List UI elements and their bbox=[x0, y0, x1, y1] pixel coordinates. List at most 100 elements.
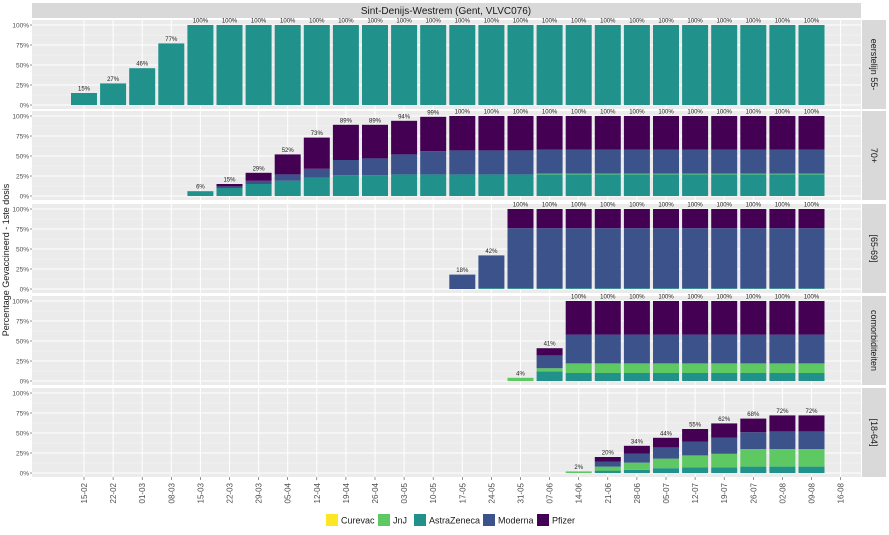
bar-value-label: 18% bbox=[456, 268, 469, 274]
bar-value-label: 100% bbox=[775, 110, 791, 116]
bar-segment-moderna bbox=[711, 149, 738, 174]
bar-value-label: 100% bbox=[687, 110, 703, 116]
bar-segment-pfizer bbox=[798, 116, 825, 150]
x-tick-label: 08-03 bbox=[167, 482, 176, 503]
bar-segment-jnj bbox=[536, 173, 563, 175]
bar-segment-astrazeneca bbox=[391, 174, 418, 196]
bar-segment-moderna bbox=[536, 228, 563, 289]
bar-segment-jnj bbox=[798, 363, 825, 373]
bar-segment-astrazeneca bbox=[769, 373, 796, 381]
bar-value-label: 100% bbox=[571, 295, 587, 301]
bar-segment-astrazeneca bbox=[565, 373, 592, 381]
bar-value-label: 73% bbox=[311, 131, 324, 137]
bar-segment-moderna bbox=[740, 149, 767, 174]
bar-segment-jnj bbox=[653, 363, 679, 373]
bar-segment-moderna bbox=[594, 334, 621, 364]
x-tick-label: 21-06 bbox=[604, 482, 613, 503]
bar-segment-astrazeneca bbox=[449, 174, 476, 196]
bar-segment-moderna bbox=[565, 228, 592, 289]
bar-value-label: 72% bbox=[805, 409, 818, 415]
bar-segment-pfizer bbox=[740, 116, 767, 150]
bar-segment-astrazeneca bbox=[245, 184, 272, 196]
bar-value-label: 100% bbox=[687, 203, 703, 209]
y-tick-label: 50% bbox=[16, 431, 29, 438]
bar-segment-astrazeneca bbox=[274, 180, 301, 196]
bar-segment-pfizer bbox=[653, 301, 679, 335]
bar-segment-jnj bbox=[594, 466, 621, 471]
bar-value-label: 100% bbox=[687, 295, 703, 301]
bar-segment-jnj bbox=[565, 173, 592, 175]
bar-segment-moderna bbox=[565, 149, 592, 174]
bar-segment-astrazeneca bbox=[682, 288, 709, 289]
bar-segment-moderna bbox=[303, 168, 330, 178]
bar-segment-pfizer bbox=[594, 209, 621, 229]
bar-value-label: 100% bbox=[629, 203, 645, 209]
bar-segment-astrazeneca bbox=[653, 25, 679, 105]
y-tick-label: 75% bbox=[16, 227, 29, 234]
bar-value-label: 99% bbox=[427, 110, 440, 116]
bar-segment-jnj bbox=[594, 173, 621, 175]
bar-segment-jnj bbox=[682, 173, 709, 175]
bar-segment-pfizer bbox=[769, 415, 796, 432]
y-tick-label: 100% bbox=[12, 207, 29, 214]
bar-segment-pfizer bbox=[565, 209, 592, 229]
x-tick-label: 22-03 bbox=[226, 482, 235, 503]
bar-segment-astrazeneca bbox=[187, 25, 214, 105]
bar-segment-astrazeneca bbox=[391, 25, 418, 105]
bar-segment-pfizer bbox=[740, 418, 767, 433]
bar-segment-astrazeneca bbox=[100, 83, 127, 105]
bar-value-label: 6% bbox=[196, 185, 205, 191]
bar-segment-astrazeneca bbox=[274, 25, 301, 105]
bar-segment-astrazeneca bbox=[682, 373, 709, 381]
bar-segment-moderna bbox=[507, 228, 534, 289]
bar-segment-moderna bbox=[565, 334, 592, 364]
legend-label: JnJ bbox=[393, 516, 407, 526]
bar-segment-jnj bbox=[682, 363, 709, 373]
bar-segment-pfizer bbox=[565, 116, 592, 150]
bar-value-label: 29% bbox=[253, 166, 266, 172]
bar-segment-jnj bbox=[565, 471, 592, 473]
bar-segment-pfizer bbox=[245, 172, 272, 181]
bar-segment-astrazeneca bbox=[682, 467, 709, 473]
bar-value-label: 100% bbox=[600, 110, 616, 116]
bar-segment-astrazeneca bbox=[303, 25, 330, 105]
bar-segment-moderna bbox=[478, 255, 505, 289]
bar-segment-astrazeneca bbox=[449, 25, 476, 105]
bar-value-label: 100% bbox=[804, 110, 820, 116]
x-tick-label: 22-02 bbox=[109, 482, 118, 503]
bar-segment-jnj bbox=[653, 173, 679, 175]
bar-value-label: 89% bbox=[340, 118, 353, 124]
bar-segment-astrazeneca bbox=[507, 174, 534, 196]
y-tick-label: 75% bbox=[16, 411, 29, 418]
bar-value-label: 100% bbox=[513, 110, 529, 116]
y-tick-label: 75% bbox=[16, 319, 29, 326]
bar-segment-pfizer bbox=[274, 154, 301, 175]
x-tick-label: 05-07 bbox=[662, 482, 671, 503]
bar-segment-pfizer bbox=[769, 116, 796, 150]
bar-value-label: 100% bbox=[571, 203, 587, 209]
bar-value-label: 94% bbox=[398, 114, 411, 120]
bar-segment-pfizer bbox=[798, 415, 825, 432]
bar-segment-astrazeneca bbox=[682, 174, 709, 196]
bar-segment-astrazeneca bbox=[420, 174, 447, 196]
x-tick-label: 19-04 bbox=[342, 482, 351, 503]
bar-value-label: 100% bbox=[629, 19, 645, 25]
bar-value-label: 42% bbox=[485, 249, 498, 255]
bar-segment-jnj bbox=[507, 377, 534, 381]
bar-segment-jnj bbox=[740, 363, 767, 373]
bar-segment-moderna bbox=[740, 334, 767, 364]
panel-strip bbox=[862, 20, 886, 109]
bar-segment-moderna bbox=[594, 149, 621, 174]
bar-segment-pfizer bbox=[682, 209, 709, 229]
legend: Curevac JnJ AstraZeneca Moderna Pfizer bbox=[326, 514, 575, 526]
bar-segment-astrazeneca bbox=[711, 467, 738, 473]
bar-value-label: 100% bbox=[600, 203, 616, 209]
y-tick-label: 0% bbox=[20, 103, 30, 110]
y-tick-label: 50% bbox=[16, 247, 29, 254]
bar-segment-pfizer bbox=[623, 209, 650, 229]
bar-segment-astrazeneca bbox=[682, 25, 709, 105]
bar-segment-astrazeneca bbox=[536, 25, 563, 105]
bar-segment-astrazeneca bbox=[303, 177, 330, 196]
x-tick-label: 14-06 bbox=[575, 482, 584, 503]
bar-segment-astrazeneca bbox=[798, 174, 825, 196]
